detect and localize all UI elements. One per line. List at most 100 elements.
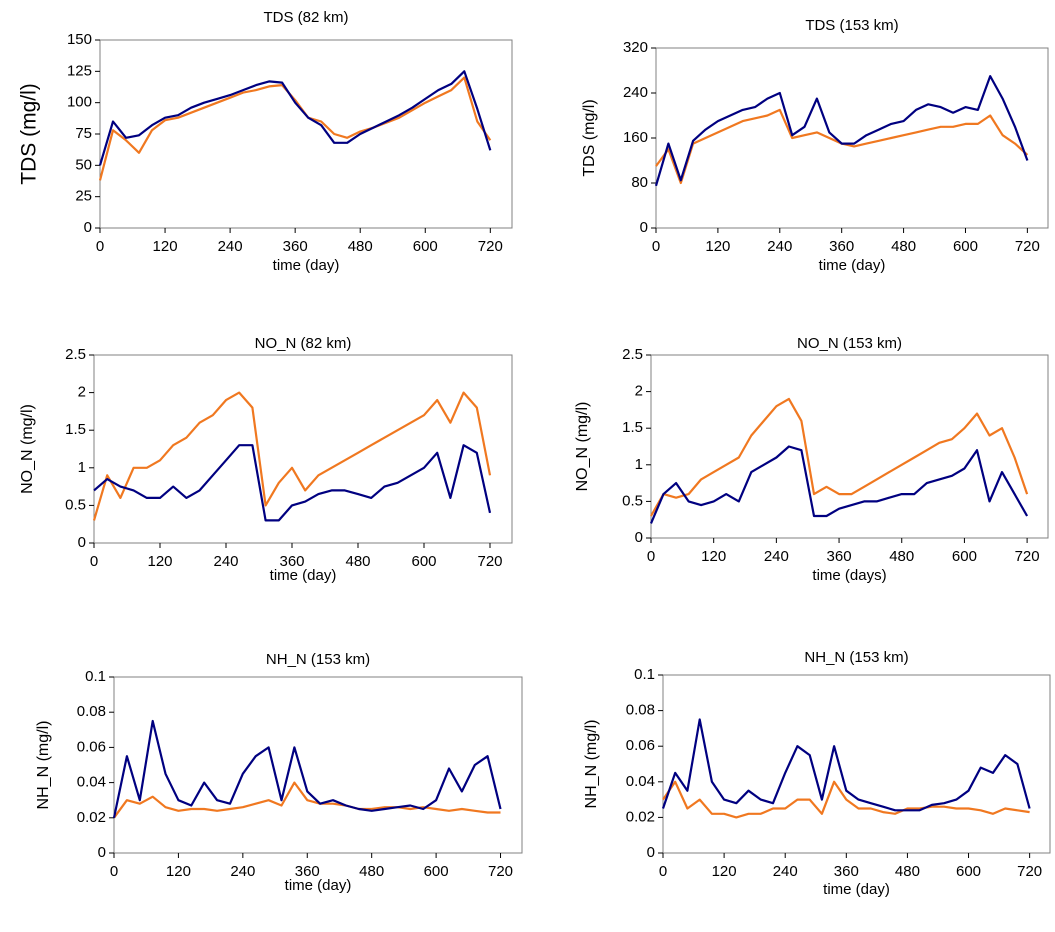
x-tick-label: 0	[652, 238, 660, 255]
x-tick-label: 240	[767, 238, 792, 255]
y-axis-label: TDS (mg/l)	[581, 99, 598, 176]
x-tick-label: 480	[889, 548, 914, 565]
y-tick-label: 0	[98, 844, 106, 861]
x-tick-label: 120	[705, 238, 730, 255]
y-tick-label: 1.5	[65, 421, 86, 438]
series-line	[93, 444, 492, 522]
series-line	[92, 391, 492, 521]
x-tick-label: 480	[895, 863, 920, 880]
x-tick-label: 480	[359, 863, 384, 880]
chart-title: NH_N (153 km)	[266, 651, 370, 668]
x-axis-label: time (days)	[812, 567, 886, 584]
x-tick-label: 360	[279, 553, 304, 570]
y-tick-label: 160	[623, 129, 648, 146]
y-axis-label: NO_N (mg/l)	[574, 402, 591, 492]
x-tick-label: 600	[411, 553, 436, 570]
x-tick-label: 600	[952, 548, 977, 565]
y-tick-label: 0.1	[634, 666, 655, 683]
x-tick-label: 240	[213, 553, 238, 570]
x-tick-label: 600	[953, 238, 978, 255]
x-tick-label: 720	[1017, 863, 1042, 880]
x-tick-label: 720	[478, 238, 503, 255]
y-tick-label: 75	[75, 125, 92, 142]
x-tick-label: 720	[1015, 238, 1040, 255]
chart-title: NO_N (82 km)	[255, 335, 352, 352]
y-tick-label: 0.02	[626, 808, 655, 825]
y-tick-label: 125	[67, 62, 92, 79]
series-line	[649, 445, 1029, 524]
x-tick-label: 0	[96, 238, 104, 255]
x-tick-label: 120	[153, 238, 178, 255]
series-line	[113, 781, 501, 819]
y-tick-label: 0.06	[77, 738, 106, 755]
y-tick-label: 0	[635, 529, 643, 546]
plot-frame	[655, 47, 1049, 229]
y-tick-label: 0.06	[626, 737, 655, 754]
y-tick-label: 2.5	[65, 346, 86, 363]
y-tick-label: 0.04	[77, 774, 106, 791]
x-tick-label: 360	[829, 238, 854, 255]
x-tick-label: 360	[834, 863, 859, 880]
y-tick-label: 1	[635, 456, 643, 473]
y-tick-label: 0.5	[65, 496, 86, 513]
y-tick-label: 2	[635, 383, 643, 400]
y-tick-label: 50	[75, 156, 92, 173]
x-tick-label: 360	[283, 238, 308, 255]
x-tick-label: 360	[295, 863, 320, 880]
x-tick-label: 120	[712, 863, 737, 880]
x-axis-label: time (day)	[270, 567, 337, 584]
x-tick-label: 240	[218, 238, 243, 255]
y-tick-label: 80	[631, 174, 648, 191]
y-tick-label: 240	[623, 84, 648, 101]
plot-frame	[93, 354, 513, 544]
y-tick-label: 1	[78, 459, 86, 476]
series-line	[98, 70, 492, 166]
y-tick-label: 0.5	[622, 492, 643, 509]
x-tick-label: 600	[956, 863, 981, 880]
x-axis-label: time (day)	[285, 877, 352, 894]
y-tick-label: 0.08	[77, 703, 106, 720]
y-tick-label: 100	[67, 94, 92, 111]
y-tick-label: 2	[78, 384, 86, 401]
x-tick-label: 0	[110, 863, 118, 880]
x-tick-label: 720	[488, 863, 513, 880]
chart-title: NH_N (153 km)	[804, 649, 908, 666]
x-tick-label: 120	[166, 863, 191, 880]
x-axis-label: time (day)	[819, 257, 886, 274]
y-tick-label: 1.5	[622, 419, 643, 436]
y-axis-label: NO_N (mg/l)	[19, 404, 36, 494]
series-line	[650, 397, 1029, 517]
x-tick-label: 240	[773, 863, 798, 880]
y-axis-label: TDS (mg/l)	[18, 83, 41, 185]
x-tick-label: 720	[477, 553, 502, 570]
x-axis-label: time (day)	[273, 257, 340, 274]
x-tick-label: 720	[1015, 548, 1040, 565]
plot-frame	[650, 354, 1049, 539]
y-tick-label: 150	[67, 31, 92, 48]
plot-frame	[99, 39, 513, 229]
x-axis-label: time (day)	[823, 881, 890, 898]
series-line	[655, 108, 1029, 185]
y-tick-label: 0	[78, 534, 86, 551]
x-tick-label: 480	[891, 238, 916, 255]
x-tick-label: 600	[424, 863, 449, 880]
y-tick-label: 320	[623, 39, 648, 56]
y-axis-label: NH_N (mg/l)	[35, 721, 52, 810]
y-tick-label: 0.04	[626, 773, 655, 790]
x-tick-label: 120	[147, 553, 172, 570]
y-tick-label: 25	[75, 188, 92, 205]
x-tick-label: 0	[647, 548, 655, 565]
x-tick-label: 240	[764, 548, 789, 565]
plot-frame	[662, 674, 1051, 854]
series-line	[661, 718, 1031, 812]
plot-frame	[113, 676, 523, 854]
x-tick-label: 480	[348, 238, 373, 255]
y-tick-label: 0	[640, 219, 648, 236]
y-tick-label: 0.1	[85, 668, 106, 685]
series-line	[654, 75, 1029, 187]
series-line	[98, 76, 492, 181]
y-tick-label: 2.5	[622, 346, 643, 363]
x-tick-label: 120	[701, 548, 726, 565]
y-tick-label: 0	[647, 844, 655, 861]
x-tick-label: 240	[230, 863, 255, 880]
